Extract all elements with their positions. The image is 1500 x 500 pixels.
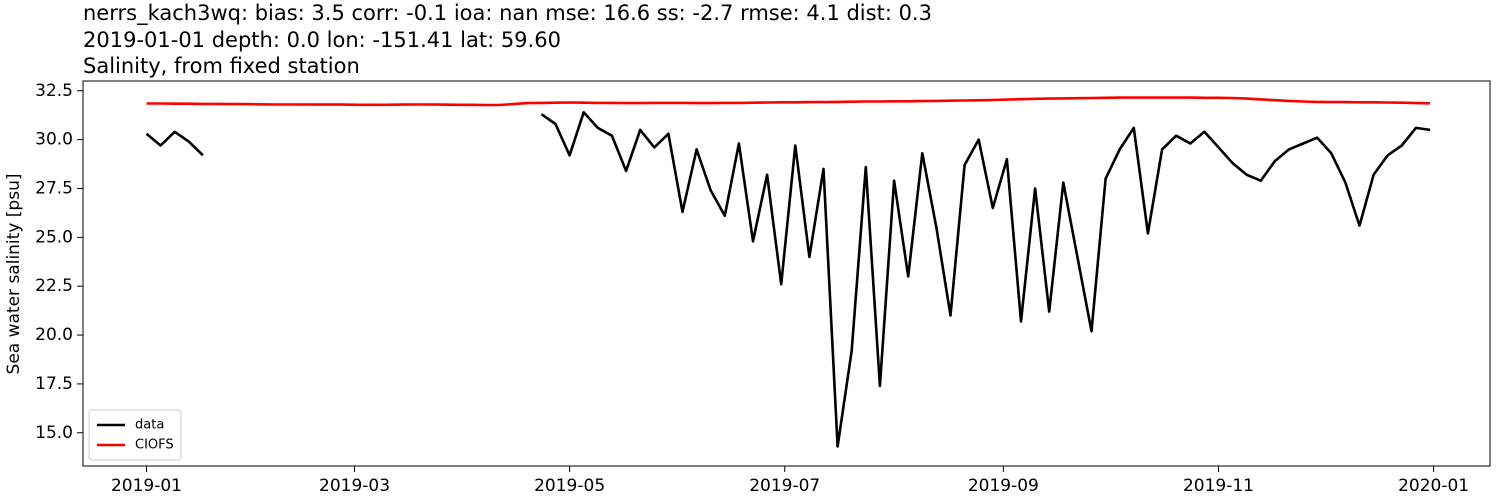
plot-frame <box>82 80 1491 467</box>
x-tick-label: 2019-03 <box>319 476 390 496</box>
legend-box <box>88 409 182 461</box>
legend-label: CIOFS <box>135 438 174 453</box>
x-tick-label: 2020-01 <box>1398 476 1469 496</box>
y-tick-label: 27.5 <box>35 178 73 198</box>
x-tick-label: 2019-05 <box>534 476 605 496</box>
chart-title: nerrs_kach3wq: bias: 3.5 corr: -0.1 ioa:… <box>83 1 932 26</box>
x-tick-label: 2019-11 <box>1183 476 1254 496</box>
x-tick-label: 2019-09 <box>968 476 1039 496</box>
x-tick-label: 2019-07 <box>749 476 820 496</box>
y-tick-label: 17.5 <box>35 374 73 394</box>
chart-subtitle: Salinity, from fixed station <box>83 54 360 78</box>
chart-subtitle: 2019-01-01 depth: 0.0 lon: -151.41 lat: … <box>83 28 561 52</box>
y-tick-label: 15.0 <box>35 423 73 443</box>
y-tick-label: 22.5 <box>35 276 73 296</box>
y-tick-label: 32.5 <box>35 81 73 101</box>
y-tick-label: 25.0 <box>35 227 73 247</box>
y-axis-label: Sea water salinity [psu] <box>4 174 24 375</box>
y-tick-label: 30.0 <box>35 130 73 150</box>
legend-label: data <box>135 418 164 433</box>
data-line <box>146 96 1431 107</box>
y-tick-label: 20.0 <box>35 325 73 345</box>
data-line <box>145 111 1431 448</box>
x-tick-label: 2019-01 <box>111 476 182 496</box>
